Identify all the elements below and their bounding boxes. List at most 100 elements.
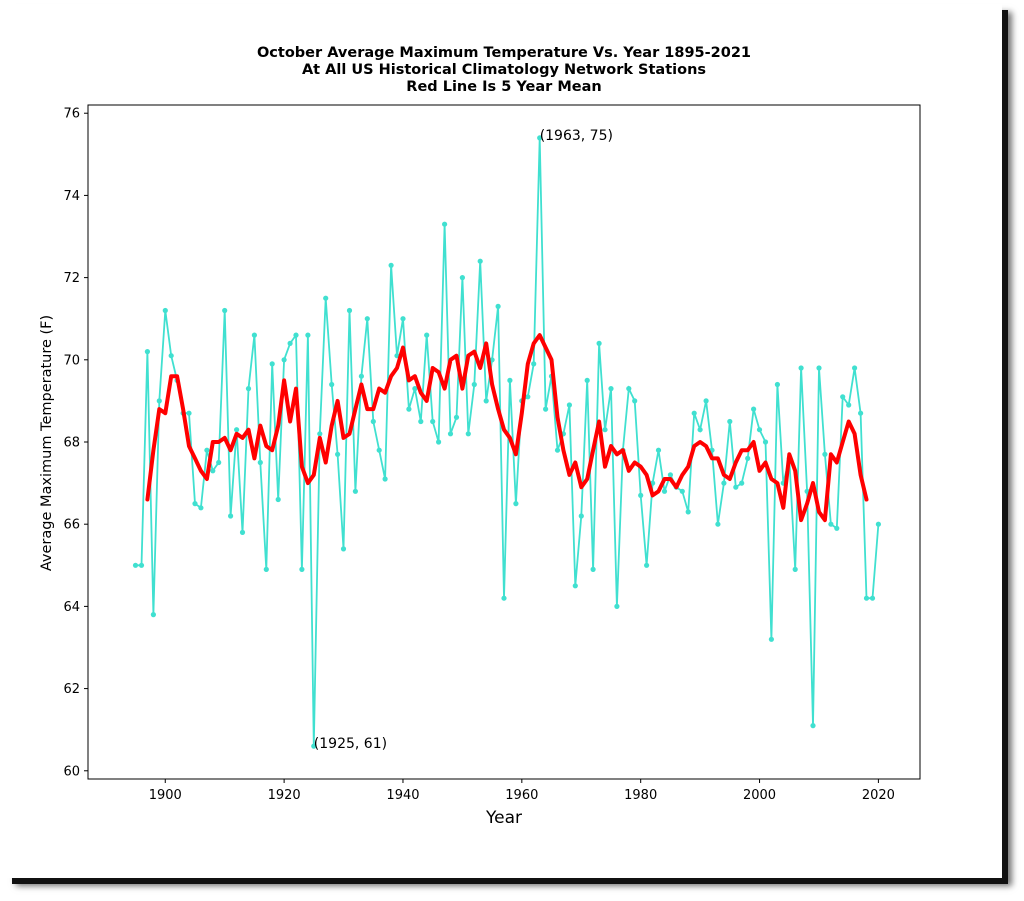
annual-point [370,418,376,425]
annual-point [816,365,822,371]
annotation-label: (1925, 61) [314,736,387,752]
annual-point [858,410,864,416]
annotations: (1963, 75) (1925, 61) [314,128,613,752]
x-tick-label: 1940 [386,788,419,803]
y-tick-label: 62 [63,682,80,697]
axis-ticks: 1900 1920 1940 1960 1980 2000 2020 60 62 64 66 68 70… [63,107,894,803]
annual-point [335,451,341,457]
annual-point [834,525,840,531]
annual-point [346,307,353,314]
annual-point [572,583,578,589]
annual-point [311,743,317,749]
annual-point [543,406,549,412]
annual-point [739,480,745,486]
y-tick-label: 76 [63,107,80,122]
annual-point [745,455,751,461]
annual-point [513,501,519,507]
annual-point [733,484,739,490]
annual-point [655,447,662,453]
annual-point [364,316,370,322]
annual-point [566,402,573,408]
annual-point [400,316,406,322]
annual-point [352,488,358,494]
annual-point [774,381,781,388]
annual-point [703,398,709,404]
annual-point [531,361,537,367]
annual-point [192,501,198,507]
annual-point [269,361,275,367]
annual-point [453,414,460,420]
annual-point [632,398,638,404]
annual-point [281,357,287,363]
x-axis-label: Year [485,808,522,828]
y-tick-label: 64 [63,600,80,615]
annual-point [715,521,721,527]
annual-point [228,513,234,519]
figure-frame [6,4,1002,878]
annual-point [554,447,561,453]
annual-point [168,353,174,359]
annual-point [679,488,685,494]
annual-point [489,357,495,363]
annual-point [685,509,691,515]
annual-point [852,365,858,371]
annual-point [216,459,222,466]
x-tick-label: 2000 [743,788,776,803]
annual-point [447,431,454,437]
annual-point [727,418,733,425]
annual-point [234,427,240,433]
annual-point [162,307,168,314]
x-tick-label: 2020 [862,788,895,803]
annual-point [483,398,489,404]
annual-point [275,496,281,503]
annual-point [436,439,442,445]
annual-point [198,505,204,511]
annual-point [667,472,674,478]
annual-point [846,402,852,408]
chart-title-group: October Average Maximum Temperature Vs. … [257,45,751,95]
annual-point [376,447,382,453]
x-tick-label: 1920 [268,788,301,803]
annual-point [840,394,846,400]
y-tick-label: 70 [63,353,80,368]
annual-point [495,303,501,309]
annual-point [608,386,614,392]
annual-point [239,529,246,536]
annual-point [251,332,257,338]
chart-title-line-3: Red Line Is 5 Year Mean [406,79,601,95]
annual-point [418,418,424,425]
annual-point [644,562,650,568]
annual-point [329,381,335,388]
chart-title-line-1: October Average Maximum Temperature Vs. … [257,45,751,61]
annual-point [471,381,477,388]
annual-point [822,451,828,457]
annual-point [358,373,364,379]
annual-point [424,332,430,338]
annual-point [204,447,210,453]
annual-point [465,431,471,437]
annual-point [869,595,876,601]
annual-point [602,427,608,433]
annual-point [323,295,329,301]
y-tick-label: 72 [63,271,80,286]
annual-point [459,275,465,281]
annual-point [507,377,513,383]
annual-point [590,566,596,573]
annual-point [156,398,162,404]
annual-point [317,431,323,437]
annual-point [614,603,620,610]
annual-point [721,480,727,486]
annual-point [222,307,228,314]
annual-point [751,406,757,412]
annual-point [525,394,531,400]
annual-point [626,386,632,392]
annual-point [798,365,804,371]
annual-point [132,562,139,568]
chart-title-line-2: At All US Historical Climatology Network… [302,62,706,78]
annual-point [596,340,602,346]
annual-point [406,406,412,412]
annual-point [501,595,507,601]
annual-point [442,221,448,227]
five-year-mean-series [145,333,869,523]
annual-point [477,258,483,264]
